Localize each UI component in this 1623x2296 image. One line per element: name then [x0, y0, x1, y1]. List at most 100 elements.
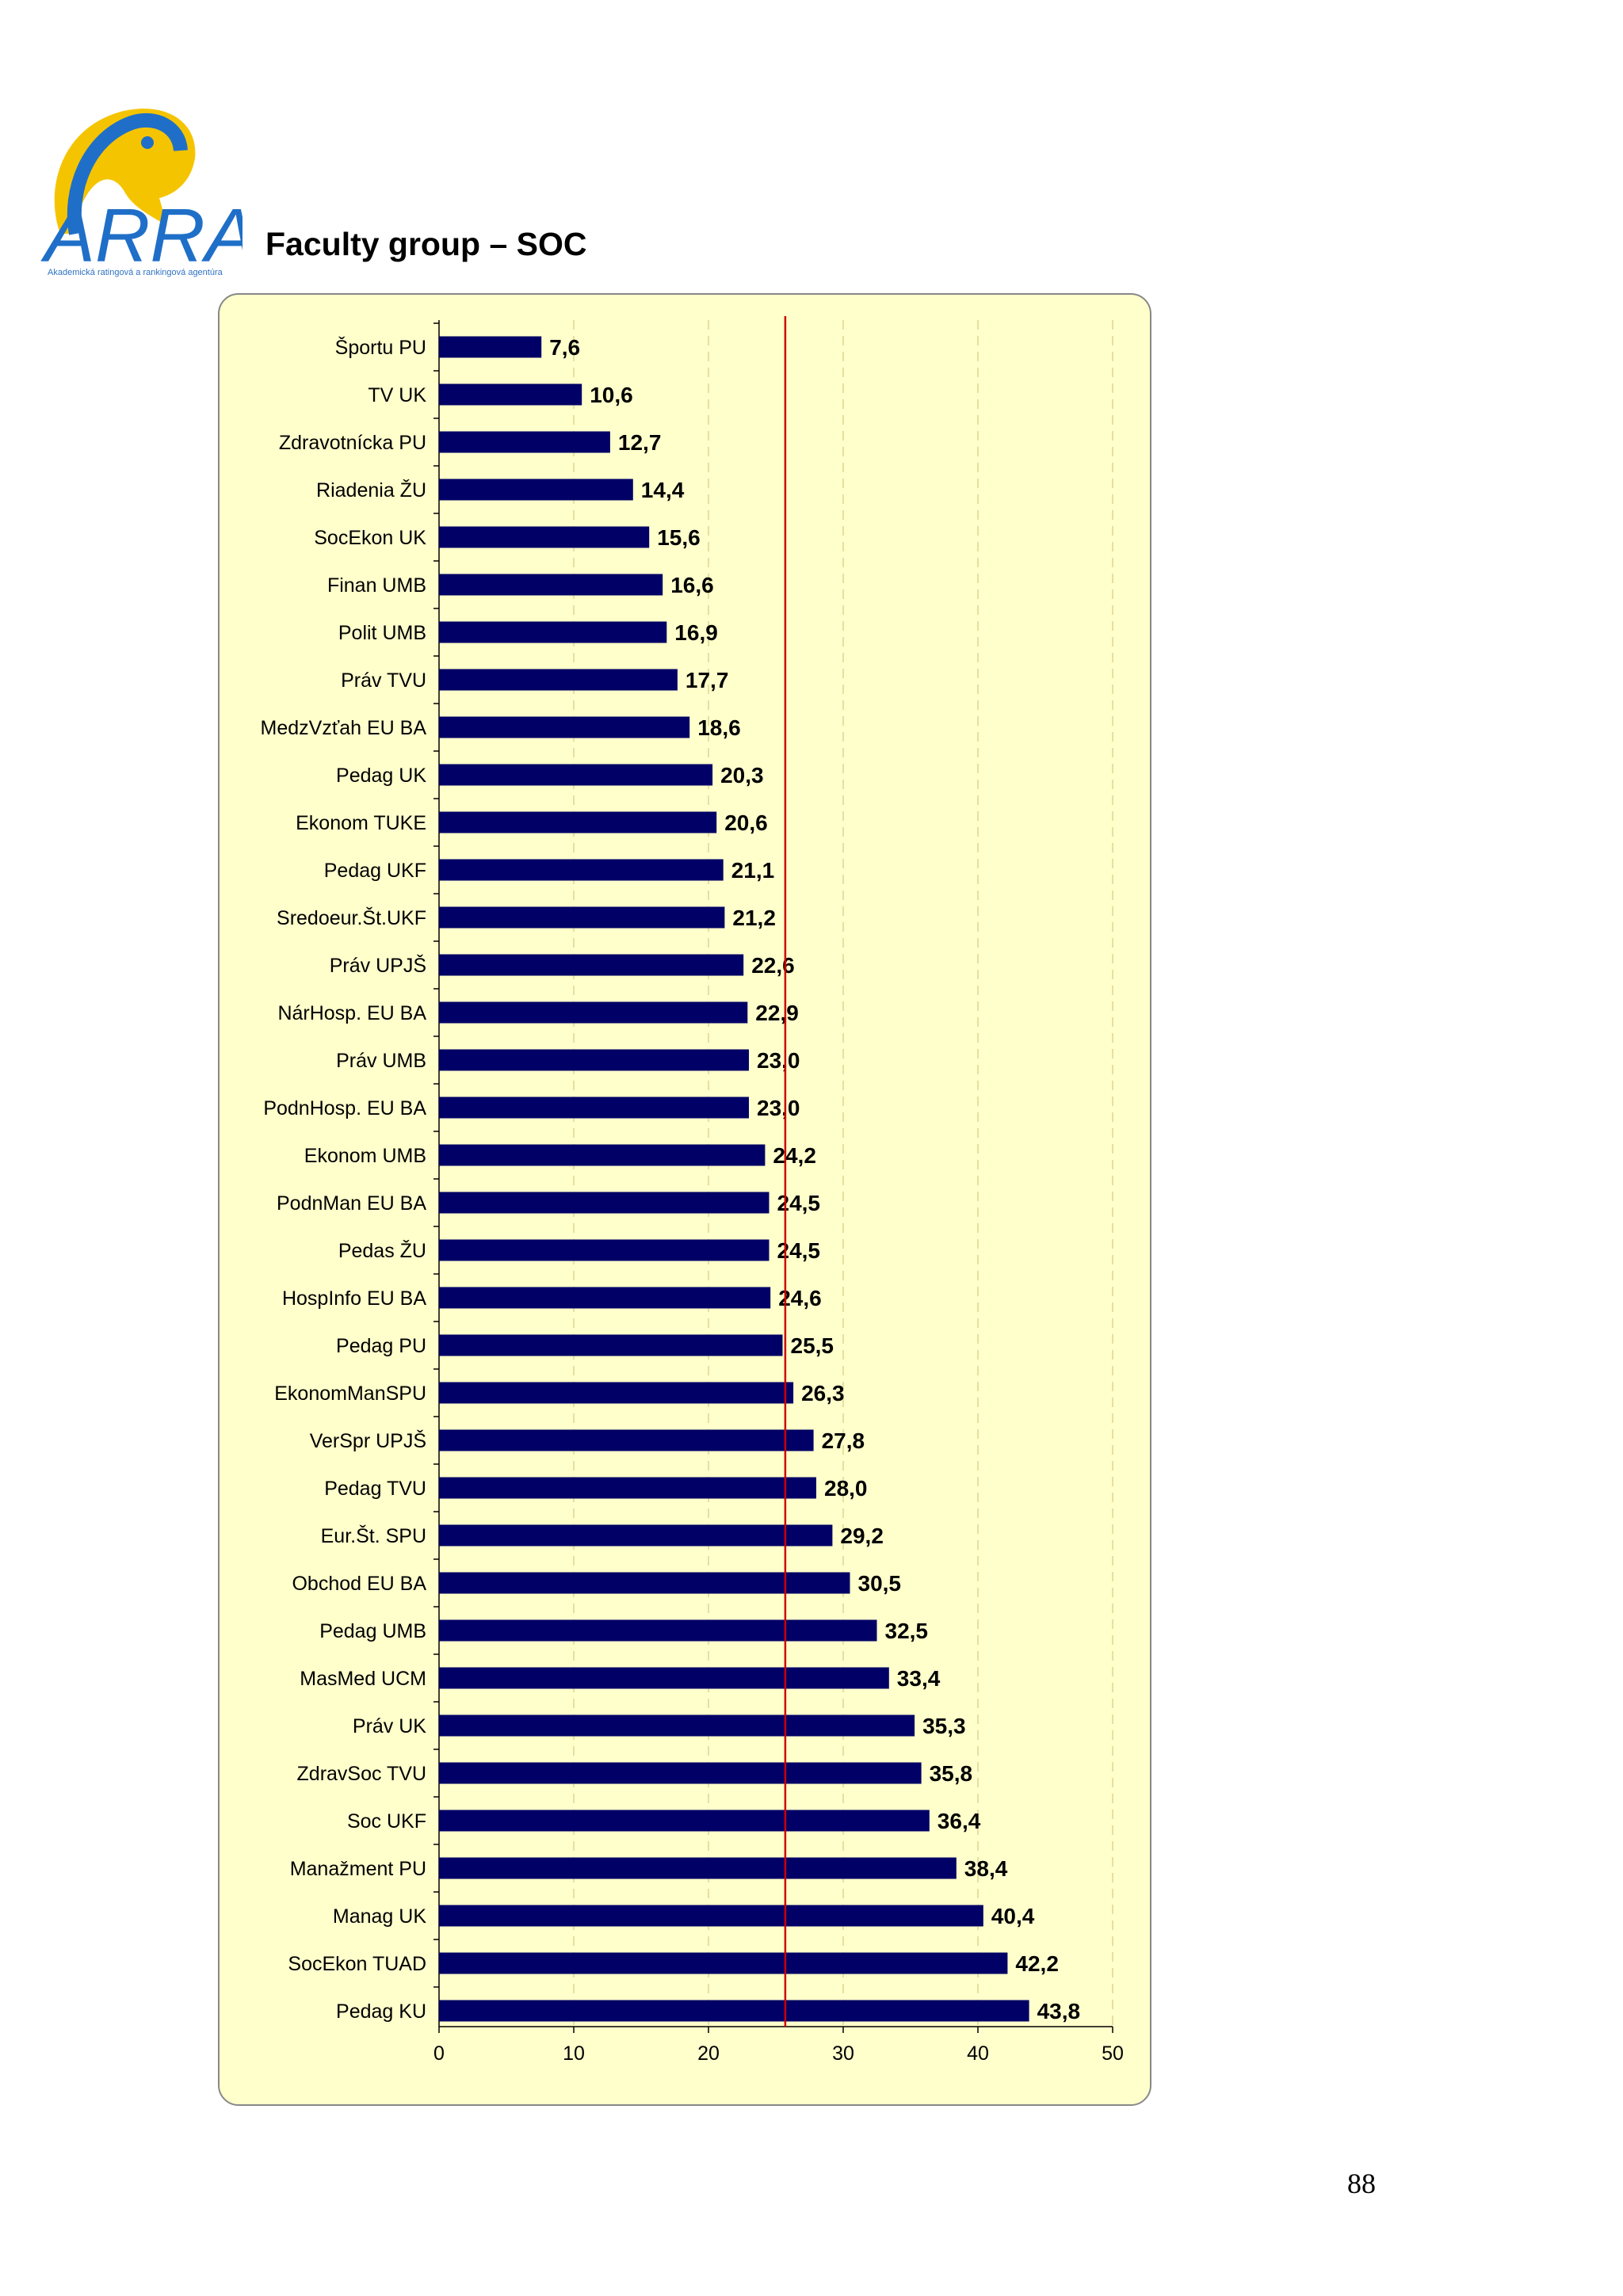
- category-label: Športu PU: [335, 336, 426, 359]
- bar: [439, 1097, 749, 1119]
- category-label: EkonomManSPU: [274, 1383, 426, 1405]
- value-label: 10,6: [590, 383, 633, 407]
- value-label: 18,6: [697, 715, 741, 740]
- category-label: Manažment PU: [290, 1858, 426, 1880]
- value-label: 25,5: [791, 1333, 834, 1358]
- value-label: 23,0: [757, 1096, 800, 1120]
- value-label: 33,4: [897, 1666, 941, 1691]
- category-label: Zdravotnícka PU: [279, 432, 426, 454]
- category-label: HospInfo EU BA: [282, 1287, 426, 1310]
- bar: [439, 716, 690, 738]
- value-label: 14,4: [641, 478, 685, 502]
- category-label: Pedag TVU: [324, 1478, 426, 1500]
- category-label: Riadenia ŽU: [316, 479, 426, 502]
- category-label: Manag UK: [333, 1905, 426, 1928]
- value-label: 36,4: [938, 1809, 981, 1833]
- category-label: SocEkon UK: [314, 527, 426, 549]
- x-tick-label: 10: [563, 2042, 585, 2065]
- value-label: 21,1: [731, 858, 775, 883]
- bar: [439, 574, 663, 596]
- bar-chart: 0 10 20 30 40 50 Športu PU 7,6 TV UK 10,6 Zdravotn…: [261, 316, 1124, 2065]
- value-label: 23,0: [757, 1048, 800, 1073]
- value-label: 26,3: [801, 1381, 845, 1405]
- value-label: 35,3: [922, 1714, 966, 1738]
- category-label: Práv UK: [353, 1715, 426, 1737]
- value-label: 15,6: [657, 525, 701, 550]
- bar: [439, 669, 678, 691]
- bar: [439, 1477, 816, 1499]
- x-tick-label: 40: [967, 2042, 989, 2065]
- category-label: Polit UMB: [338, 622, 426, 644]
- bar: [439, 954, 744, 976]
- parrot-eye-shape: [141, 136, 154, 149]
- bar: [439, 2000, 1029, 2022]
- bar: [439, 811, 717, 833]
- category-label: Pedag UKF: [324, 860, 426, 882]
- bar: [439, 621, 667, 643]
- category-label: Pedag KU: [336, 2000, 426, 2023]
- value-label: 27,8: [822, 1428, 865, 1453]
- category-label: Pedag UK: [336, 765, 426, 787]
- category-label: NárHosp. EU BA: [277, 1002, 426, 1024]
- value-label: 16,6: [670, 573, 714, 597]
- category-label: Pedas ŽU: [338, 1239, 426, 1262]
- chart-container: 0 10 20 30 40 50 Športu PU 7,6 TV UK 10,6 Zdravotn…: [218, 293, 1151, 2106]
- x-tick-label: 50: [1102, 2042, 1124, 2065]
- category-label: MedzVzťah EU BA: [261, 717, 427, 739]
- value-label: 24,5: [777, 1238, 821, 1263]
- bar: [439, 336, 542, 358]
- bar: [439, 1287, 771, 1309]
- value-label: 42,2: [1015, 1951, 1059, 1976]
- value-label: 20,6: [724, 810, 768, 835]
- bar: [439, 1334, 783, 1356]
- bar: [439, 1810, 930, 1832]
- value-label: 35,8: [930, 1761, 973, 1786]
- bar: [439, 1667, 889, 1689]
- value-label: 24,5: [777, 1191, 821, 1215]
- category-label: Sredoeur.Št.UKF: [277, 906, 426, 929]
- logo-subtext: Akademická ratingová a rankingová agentú…: [48, 268, 223, 277]
- category-label: Pedag PU: [336, 1335, 426, 1357]
- bar: [439, 1049, 749, 1071]
- bar: [439, 1762, 922, 1784]
- bar: [439, 1714, 915, 1737]
- bar: [439, 1429, 814, 1451]
- category-label: SocEkon TUAD: [288, 1953, 426, 1975]
- value-label: 12,7: [618, 430, 662, 455]
- category-label: MasMed UCM: [300, 1668, 426, 1690]
- category-label: Práv TVU: [341, 669, 426, 692]
- category-label: Ekonom UMB: [304, 1145, 426, 1167]
- category-label: VerSpr UPJŠ: [310, 1429, 426, 1452]
- value-label: 16,9: [674, 620, 718, 645]
- bar: [439, 1382, 794, 1404]
- value-label: 29,2: [840, 1524, 884, 1548]
- category-label: ZdravSoc TVU: [297, 1763, 426, 1785]
- bar: [439, 1144, 766, 1166]
- value-label: 30,5: [858, 1571, 902, 1596]
- parrot-body-shape: [54, 109, 196, 234]
- bar: [439, 1001, 748, 1024]
- category-label: Obchod EU BA: [292, 1573, 426, 1595]
- arra-logo: ARRA: [29, 95, 256, 293]
- category-label: TV UK: [368, 384, 426, 406]
- bar: [439, 764, 713, 786]
- x-tick-label: 20: [697, 2042, 720, 2065]
- bar: [439, 1619, 877, 1642]
- value-label: 38,4: [964, 1856, 1008, 1881]
- bar: [439, 431, 610, 453]
- value-label: 21,2: [732, 906, 776, 930]
- category-label: Práv UMB: [336, 1050, 426, 1072]
- category-label: Ekonom TUKE: [296, 812, 426, 834]
- value-label: 43,8: [1037, 1999, 1081, 2023]
- value-label: 40,4: [991, 1904, 1035, 1928]
- page-number: 88: [1347, 2168, 1376, 2199]
- bar: [439, 1952, 1008, 1974]
- category-label: Finan UMB: [327, 574, 426, 597]
- bar: [439, 526, 650, 548]
- x-tick-label: 0: [433, 2042, 445, 2065]
- value-label: 32,5: [885, 1619, 929, 1643]
- value-label: 22,6: [751, 953, 795, 978]
- value-label: 22,9: [755, 1001, 799, 1025]
- bar: [439, 1239, 769, 1261]
- category-label: PodnMan EU BA: [277, 1192, 426, 1215]
